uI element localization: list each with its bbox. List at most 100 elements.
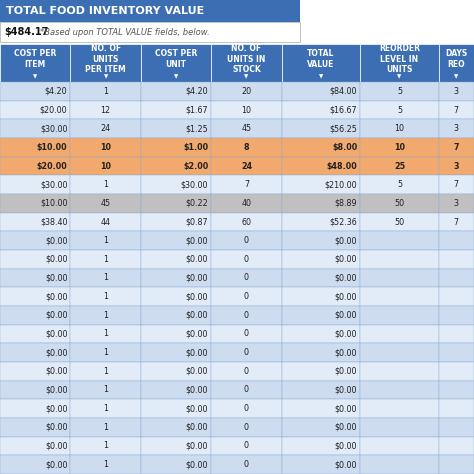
Bar	[360, 381, 439, 399]
Bar	[360, 194, 439, 213]
Text: $20.00: $20.00	[40, 106, 67, 115]
Bar	[0, 343, 71, 362]
Text: TOTAL FOOD INVENTORY VALUE: TOTAL FOOD INVENTORY VALUE	[6, 6, 204, 16]
Bar	[282, 213, 360, 231]
Bar	[141, 250, 211, 269]
Text: $0.00: $0.00	[335, 236, 357, 245]
Text: 3: 3	[454, 124, 459, 133]
Bar	[211, 138, 282, 157]
Text: $0.00: $0.00	[335, 311, 357, 320]
Bar	[211, 119, 282, 138]
Bar	[0, 437, 71, 456]
Text: 0: 0	[244, 423, 249, 432]
Text: $0.00: $0.00	[45, 404, 67, 413]
Text: $0.00: $0.00	[186, 348, 208, 357]
Bar	[0, 456, 71, 474]
Text: $0.00: $0.00	[335, 292, 357, 301]
Text: 45: 45	[100, 199, 111, 208]
Bar	[439, 231, 474, 250]
Text: $0.00: $0.00	[45, 423, 67, 432]
Bar	[0, 287, 71, 306]
Bar	[439, 250, 474, 269]
Text: 5: 5	[397, 106, 402, 115]
Bar	[439, 456, 474, 474]
Text: ▼: ▼	[103, 74, 108, 80]
Bar	[141, 119, 211, 138]
Bar	[211, 381, 282, 399]
Text: 10: 10	[241, 106, 252, 115]
Bar	[0, 231, 71, 250]
Bar	[141, 306, 211, 325]
Bar	[0, 194, 71, 213]
Bar	[0, 381, 71, 399]
Text: $1.00: $1.00	[183, 143, 208, 152]
Text: 3: 3	[454, 162, 459, 171]
Bar	[439, 418, 474, 437]
Bar	[282, 194, 360, 213]
Text: $0.00: $0.00	[45, 348, 67, 357]
Bar	[360, 44, 439, 82]
Bar	[439, 306, 474, 325]
Bar	[211, 194, 282, 213]
Text: 24: 24	[100, 124, 111, 133]
Text: $0.00: $0.00	[335, 273, 357, 283]
Bar	[141, 82, 211, 100]
Bar	[0, 0, 300, 22]
Text: $52.36: $52.36	[329, 218, 357, 227]
Bar	[141, 44, 211, 82]
Text: $20.00: $20.00	[36, 162, 67, 171]
Bar	[71, 287, 141, 306]
Text: $0.00: $0.00	[186, 404, 208, 413]
Bar	[360, 175, 439, 194]
Bar	[211, 456, 282, 474]
Text: $84.00: $84.00	[330, 87, 357, 96]
Text: COST PER
ITEM: COST PER ITEM	[14, 49, 56, 69]
Bar	[211, 343, 282, 362]
Bar	[360, 418, 439, 437]
Text: 1: 1	[103, 367, 108, 376]
Text: 7: 7	[244, 180, 249, 189]
Text: $0.00: $0.00	[335, 348, 357, 357]
Text: 8: 8	[244, 143, 249, 152]
Bar	[0, 269, 71, 287]
Bar	[282, 399, 360, 418]
Text: 0: 0	[244, 441, 249, 450]
Bar	[439, 343, 474, 362]
Text: 1: 1	[103, 404, 108, 413]
Bar	[211, 325, 282, 343]
Text: $0.00: $0.00	[45, 367, 67, 376]
Bar	[141, 157, 211, 175]
Text: $0.00: $0.00	[45, 292, 67, 301]
Bar	[211, 213, 282, 231]
Text: 1: 1	[103, 311, 108, 320]
Bar	[360, 287, 439, 306]
Bar	[360, 213, 439, 231]
Bar	[439, 194, 474, 213]
Bar	[282, 175, 360, 194]
Bar	[282, 100, 360, 119]
Bar	[439, 82, 474, 100]
Bar	[360, 269, 439, 287]
Bar	[439, 44, 474, 82]
Bar	[439, 175, 474, 194]
Bar	[439, 100, 474, 119]
Bar	[282, 306, 360, 325]
Text: $0.00: $0.00	[335, 385, 357, 394]
Bar	[282, 381, 360, 399]
Text: 25: 25	[394, 162, 405, 171]
Text: $4.20: $4.20	[45, 87, 67, 96]
Bar	[71, 100, 141, 119]
Bar	[211, 250, 282, 269]
Bar	[360, 250, 439, 269]
Text: 0: 0	[244, 348, 249, 357]
Bar	[71, 437, 141, 456]
Text: 50: 50	[394, 199, 405, 208]
Bar	[439, 399, 474, 418]
Text: 3: 3	[454, 199, 459, 208]
Bar	[141, 269, 211, 287]
Text: $0.00: $0.00	[45, 460, 67, 469]
Text: 1: 1	[103, 87, 108, 96]
Bar	[282, 325, 360, 343]
Text: $0.00: $0.00	[186, 460, 208, 469]
Text: 1: 1	[103, 273, 108, 283]
